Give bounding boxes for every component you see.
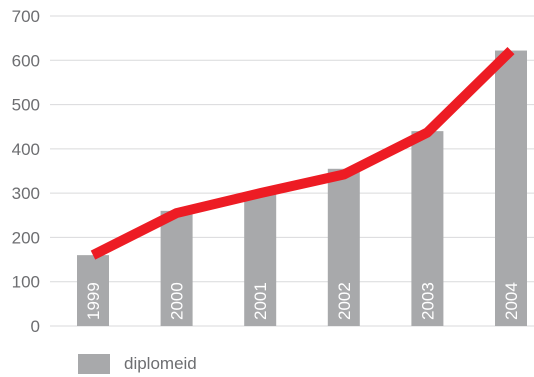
trend-line-path [90,46,515,260]
bar [77,255,109,326]
y-tick-label: 600 [12,51,40,70]
grid-lines [50,15,534,327]
bar [327,168,360,326]
bar-category-label: 2003 [418,282,437,320]
bar [244,193,277,326]
bar [411,131,444,326]
y-tick-label: 0 [31,317,40,336]
bar-category-label: 2004 [502,282,521,320]
y-tick-label: 200 [12,228,40,247]
bar-category-label: 2002 [335,282,354,320]
bar-category-label: 2000 [168,282,187,320]
bar-category-label: 2001 [251,282,270,320]
bars [77,50,527,327]
legend-swatch [78,354,110,374]
bar [160,210,193,326]
bar-category-label: 1999 [84,282,103,320]
y-tick-label: 700 [12,7,40,26]
bar-labels: 1999 2000 2001 2002 2003 2004 [84,282,521,320]
y-tick-label: 100 [12,273,40,292]
bar [495,50,527,327]
legend: diplomeid [78,354,197,374]
trend-line [90,46,515,260]
y-tick-label: 500 [12,96,40,115]
legend-label: diplomeid [124,354,197,373]
y-axis: 0 100 200 300 400 500 600 700 [12,7,40,336]
y-tick-label: 400 [12,140,40,159]
y-tick-label: 300 [12,184,40,203]
